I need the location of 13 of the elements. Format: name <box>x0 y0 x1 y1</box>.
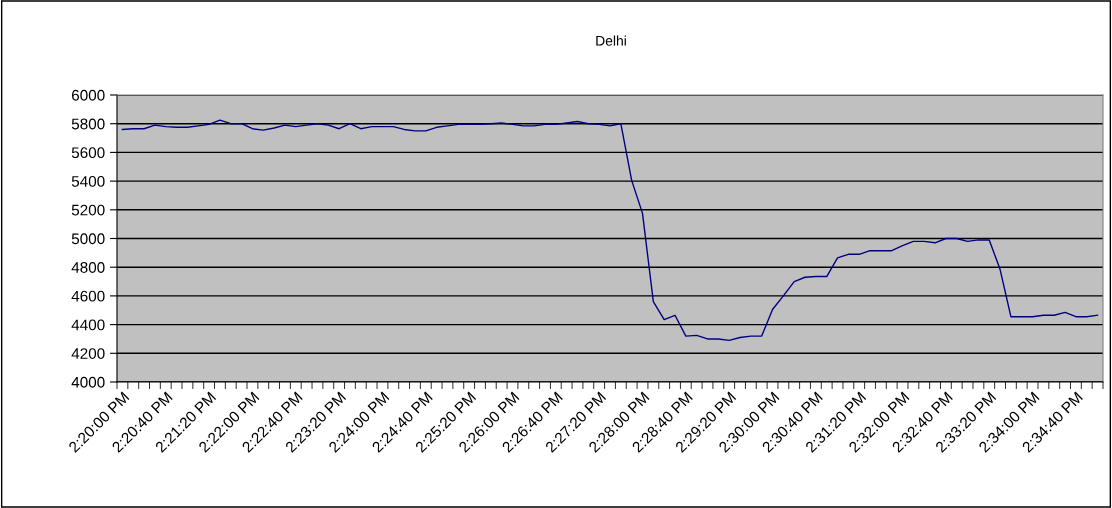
y-tick-label: 4000 <box>71 376 105 388</box>
line-series <box>121 119 1099 342</box>
y-tick-label: 6000 <box>71 89 105 101</box>
chart-title: Delhi <box>596 35 626 46</box>
y-tick-label: 5400 <box>71 175 105 187</box>
y-tick-label: 4600 <box>71 290 105 302</box>
y-tick-label: 5800 <box>71 118 105 130</box>
y-tick-label: 5200 <box>71 204 105 216</box>
y-tick-label: 4200 <box>71 348 105 359</box>
y-tick-label: 4800 <box>71 262 105 273</box>
y-tick-label: 5600 <box>71 147 105 159</box>
y-tick-label: 5000 <box>71 233 105 245</box>
y-tick-label: 4400 <box>71 319 105 331</box>
